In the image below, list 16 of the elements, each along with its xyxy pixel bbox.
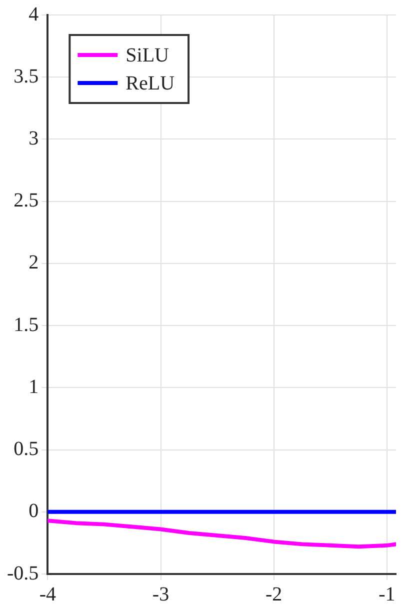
y-tick-label: 1 bbox=[28, 376, 39, 398]
y-tick-label: -0.5 bbox=[6, 562, 39, 584]
y-tick-label: 0.5 bbox=[14, 438, 39, 460]
y-tick-label: 3.5 bbox=[14, 65, 39, 88]
legend-label: ReLU bbox=[126, 72, 176, 94]
x-tick-label: -3 bbox=[152, 583, 170, 606]
x-tick-label: -4 bbox=[39, 583, 56, 606]
y-tick-label: 0 bbox=[28, 500, 39, 522]
y-tick-label: 3 bbox=[28, 127, 39, 150]
x-tick-label: -2 bbox=[266, 583, 282, 606]
y-tick-label: 1.5 bbox=[14, 314, 39, 336]
y-tick-label: 4 bbox=[28, 3, 39, 26]
legend-label: SiLU bbox=[126, 44, 170, 66]
y-tick-label: 2.5 bbox=[14, 190, 39, 212]
y-tick-label: 2 bbox=[28, 252, 39, 274]
x-tick-label: -1 bbox=[378, 583, 396, 606]
